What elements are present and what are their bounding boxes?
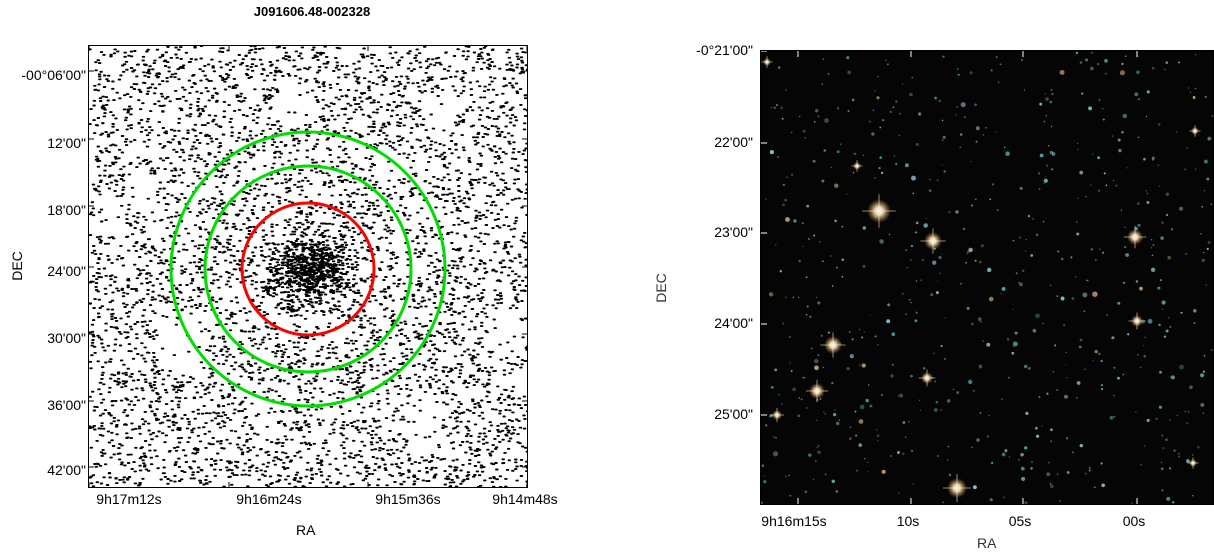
data-points bbox=[89, 46, 527, 487]
left-ytick-label: -00°06'00" bbox=[21, 67, 86, 83]
outer-circle bbox=[169, 130, 447, 408]
left-xtick-label: 9h14m48s bbox=[492, 491, 558, 507]
right-xtick-label: 9h16m15s bbox=[761, 513, 827, 529]
inner-circle bbox=[240, 201, 376, 337]
right-ytick-label: 25'00" bbox=[714, 406, 753, 422]
left-ytick-label: 36'00" bbox=[47, 397, 86, 413]
right-ytick-label: 24'00" bbox=[714, 315, 753, 331]
scatter-canvas bbox=[89, 46, 527, 487]
right-y-axis-label: DEC bbox=[652, 273, 669, 303]
left-ytick-label: 24'00" bbox=[47, 263, 86, 279]
right-x-axis-label: RA bbox=[977, 535, 997, 551]
plot-title: J091606.48-002328 bbox=[253, 4, 371, 19]
left-ytick-label: 30'00" bbox=[47, 330, 86, 346]
left-xtick-label: 9h16m24s bbox=[236, 491, 302, 507]
faint-stars bbox=[761, 51, 1213, 504]
right-ytick-label: -0°21'00" bbox=[696, 42, 753, 58]
point-density-plot bbox=[88, 45, 528, 488]
left-ytick-label: 18'00" bbox=[47, 202, 86, 218]
right-ytick-label: 22'00" bbox=[714, 134, 753, 150]
left-x-axis-label: RA bbox=[296, 522, 316, 538]
bright-stars bbox=[761, 56, 1201, 502]
middle-circle bbox=[203, 164, 413, 374]
right-xtick-label: 10s bbox=[896, 513, 920, 529]
left-xtick-label: 9h15m36s bbox=[375, 491, 441, 507]
sky-image bbox=[760, 50, 1214, 505]
right-xtick-label: 00s bbox=[1122, 513, 1146, 529]
star-field bbox=[761, 51, 1213, 504]
left-ytick-label: 12'00" bbox=[47, 135, 86, 151]
right-xtick-label: 05s bbox=[1008, 513, 1032, 529]
left-y-axis-label: DEC bbox=[8, 251, 25, 281]
right-ytick-label: 23'00" bbox=[714, 224, 753, 240]
tick-marks bbox=[89, 46, 527, 487]
tick-marks bbox=[761, 51, 1138, 504]
left-ytick-label: 42'00" bbox=[47, 462, 86, 478]
left-xtick-label: 9h17m12s bbox=[96, 491, 162, 507]
